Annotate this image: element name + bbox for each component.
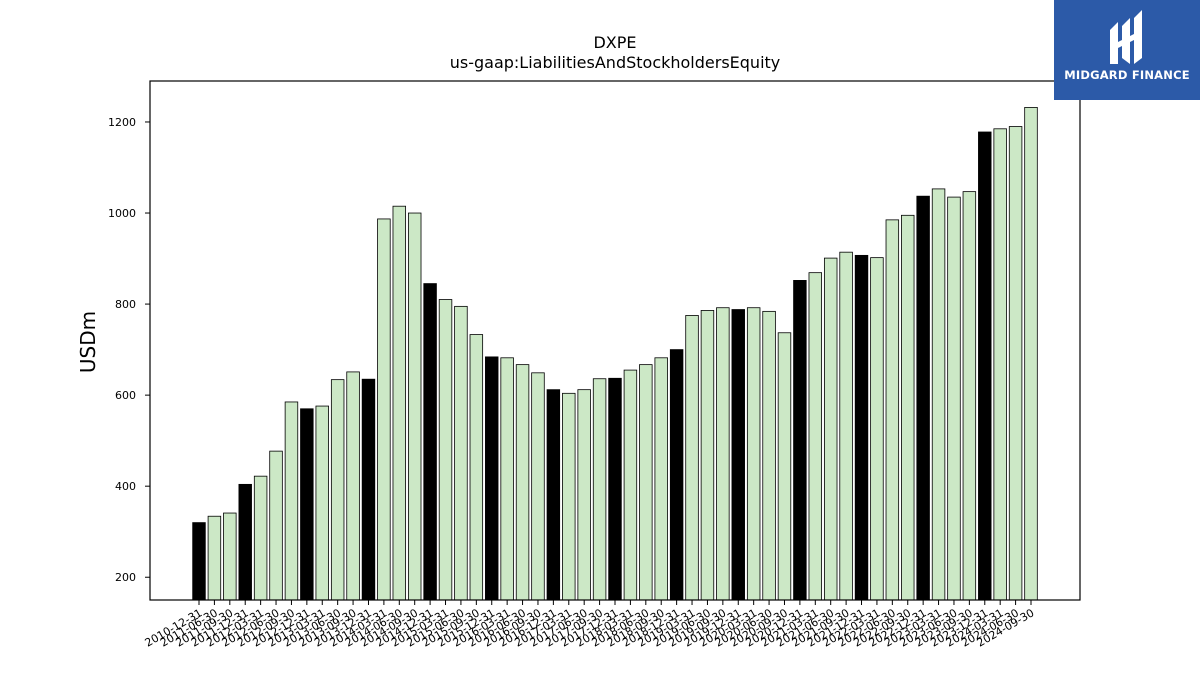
bar-2011-06-30 <box>207 515 222 601</box>
bar-2013-09-30 <box>346 371 360 601</box>
bar-2010-12-31 <box>192 522 206 601</box>
plot-frame <box>149 80 1081 601</box>
bar-2012-12-31 <box>300 408 314 601</box>
y-tick-label: 200 <box>115 571 136 584</box>
y-axis-ticks: 200 400 600 800 1000 1200 <box>108 116 150 584</box>
bar-2015-03-31 <box>438 299 453 601</box>
midgard-logo-icon <box>1110 10 1142 64</box>
y-tick-label: 600 <box>115 389 136 402</box>
bar-2013-12-31 <box>361 378 376 601</box>
bar-2022-09-30 <box>901 214 915 601</box>
bar-2015-09-30 <box>469 334 484 601</box>
bar-2020-12-31 <box>793 280 807 601</box>
midgard-finance-logo: MIDGARD FINANCE <box>1054 0 1200 100</box>
bar-2018-12-31 <box>669 349 684 601</box>
bar-2020-06-30 <box>762 310 776 601</box>
bar-2022-06-30 <box>885 219 900 601</box>
bar-2012-03-31 <box>253 475 268 601</box>
bar-2022-12-31 <box>916 195 930 601</box>
bar-2013-03-31 <box>315 405 329 601</box>
bar-2011-09-30 <box>223 512 237 601</box>
bar-2024-03-31 <box>993 128 1007 601</box>
bar-2015-06-30 <box>454 305 468 601</box>
bar-2016-03-31 <box>500 357 514 601</box>
bar-2018-06-30 <box>639 364 653 601</box>
bar-2022-03-31 <box>870 257 884 601</box>
bar-2019-03-31 <box>685 315 699 601</box>
y-tick-label: 1200 <box>108 116 136 129</box>
logo-text: MIDGARD FINANCE <box>1064 68 1190 82</box>
bar-2017-12-31 <box>608 377 622 601</box>
bar-2023-12-31 <box>978 131 992 601</box>
bar-2019-12-31 <box>731 309 745 601</box>
bar-2016-12-31 <box>546 389 561 601</box>
bar-2019-09-30 <box>716 307 730 601</box>
y-axis-label: USDm <box>76 311 100 373</box>
bar-2024-06-30 <box>1008 126 1023 601</box>
bar-2016-06-30 <box>515 364 530 601</box>
bar-2016-09-30 <box>531 372 545 601</box>
chart-title: DXPE <box>593 33 636 52</box>
bar-2012-09-30 <box>284 401 299 601</box>
bar-2014-12-31 <box>423 283 437 601</box>
bar-2014-09-30 <box>407 212 422 601</box>
bar-2021-12-31 <box>854 254 869 601</box>
bar-2018-03-31 <box>623 369 638 601</box>
bar-2020-09-30 <box>777 332 792 601</box>
bar-2018-09-30 <box>654 357 668 601</box>
bar-2024-09-30 <box>1024 107 1038 601</box>
y-tick-label: 800 <box>115 298 136 311</box>
bar-2013-06-30 <box>330 379 345 601</box>
bar-2011-12-31 <box>238 483 252 601</box>
bar-2021-06-30 <box>823 257 838 601</box>
bar-2021-03-31 <box>808 272 823 601</box>
bar-2023-06-30 <box>947 196 961 601</box>
bar-2020-03-31 <box>746 307 761 601</box>
bar-2014-03-31 <box>377 218 391 601</box>
bar-2023-09-30 <box>962 191 977 601</box>
bar-2023-03-31 <box>931 188 946 601</box>
bar-2015-12-31 <box>485 356 499 601</box>
x-axis-ticks: 2010-12-312011-06-302011-09-302011-12-31… <box>143 600 1037 650</box>
y-tick-label: 400 <box>115 480 136 493</box>
bar-2021-09-30 <box>839 251 853 601</box>
bar-2017-09-30 <box>592 378 607 601</box>
bar-2017-06-30 <box>577 389 591 601</box>
chart-subtitle: us-gaap:LiabilitiesAndStockholdersEquity <box>450 53 781 72</box>
bar-2012-06-30 <box>269 450 283 601</box>
bar-2017-03-31 <box>562 392 576 601</box>
y-tick-label: 1000 <box>108 207 136 220</box>
bar-2019-06-30 <box>700 310 715 601</box>
bars-group <box>192 107 1038 601</box>
bar-2014-06-30 <box>392 205 407 601</box>
